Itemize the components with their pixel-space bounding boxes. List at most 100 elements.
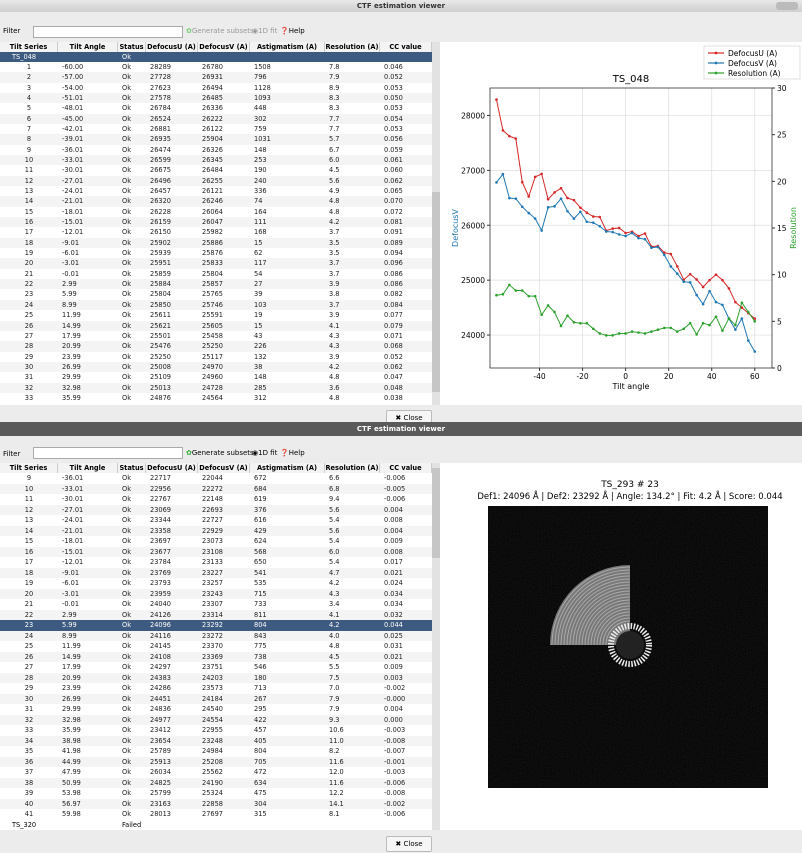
point: [586, 220, 589, 223]
point: [650, 330, 653, 333]
point: [553, 205, 556, 208]
point: [644, 332, 647, 335]
legend-marker: [715, 62, 718, 65]
point: [553, 311, 556, 314]
point: [605, 334, 608, 337]
point: [502, 173, 505, 176]
plot-frame: [490, 88, 772, 368]
point: [715, 315, 718, 318]
point: [515, 137, 518, 140]
point: [695, 278, 698, 281]
point: [741, 301, 744, 304]
x-tick-label: 60: [750, 372, 760, 381]
y-tick-label: 24000: [461, 331, 485, 340]
point: [521, 181, 524, 184]
chart-title: TS_048: [612, 74, 650, 85]
y-tick-label: 28000: [461, 111, 485, 120]
point: [515, 289, 518, 292]
point: [566, 210, 569, 213]
point: [592, 215, 595, 218]
y-tick-label: 27000: [461, 166, 485, 175]
y2-tick-label: 20: [777, 177, 787, 186]
point: [592, 221, 595, 224]
point: [527, 212, 530, 215]
point: [689, 273, 692, 276]
point: [553, 191, 556, 194]
point: [508, 135, 511, 138]
point: [534, 217, 537, 220]
point: [753, 350, 756, 353]
y-tick-label: 26000: [461, 221, 485, 230]
point: [573, 217, 576, 220]
point: [611, 334, 614, 337]
x-tick-label: 20: [664, 372, 674, 381]
legend-marker: [715, 52, 718, 55]
y2-tick-label: 0: [777, 364, 782, 373]
point: [586, 211, 589, 214]
point: [508, 197, 511, 200]
x-tick-label: -40: [533, 372, 545, 381]
point: [670, 327, 673, 330]
point: [631, 232, 634, 235]
page: CTF estimation viewer Filter ✿Generate s…: [0, 0, 802, 853]
point: [657, 328, 660, 331]
point: [644, 232, 647, 235]
point: [611, 231, 614, 234]
point: [579, 210, 582, 213]
point: [624, 332, 627, 335]
point: [644, 238, 647, 241]
graphics: TS_293 # 23 Def1: 24096 Å | Def2: 23292 …: [0, 0, 802, 853]
point: [527, 295, 530, 298]
point: [753, 320, 756, 323]
y2-tick-label: 25: [777, 131, 787, 140]
point: [611, 227, 614, 230]
point: [728, 317, 731, 320]
x-tick-label: 0: [623, 372, 628, 381]
point: [695, 294, 698, 297]
point: [702, 322, 705, 325]
point: [560, 187, 563, 190]
point: [495, 98, 498, 101]
point: [721, 329, 724, 332]
point: [663, 254, 666, 257]
point: [747, 339, 750, 342]
point: [547, 198, 550, 201]
point: [637, 237, 640, 240]
point: [515, 197, 518, 200]
point: [566, 197, 569, 200]
y2-tick-label: 5: [777, 317, 782, 326]
power-spectrum: [488, 506, 768, 788]
point: [624, 232, 627, 235]
point: [637, 331, 640, 334]
point: [534, 295, 537, 298]
y2-tick-label: 10: [777, 271, 787, 280]
point: [502, 129, 505, 132]
legend-marker: [715, 72, 718, 75]
point: [573, 321, 576, 324]
point: [708, 290, 711, 293]
point: [721, 279, 724, 282]
point: [586, 322, 589, 325]
point: [695, 333, 698, 336]
point: [495, 181, 498, 184]
point: [734, 301, 737, 304]
point: [560, 197, 563, 200]
point: [618, 227, 621, 230]
point: [682, 328, 685, 331]
point: [592, 328, 595, 331]
point: [670, 253, 673, 256]
point: [676, 272, 679, 275]
point: [650, 246, 653, 249]
point: [540, 229, 543, 232]
point: [547, 206, 550, 209]
point: [702, 303, 705, 306]
point: [579, 322, 582, 325]
point: [618, 233, 621, 236]
x-axis-label: Tilt angle: [612, 382, 650, 391]
point: [618, 332, 621, 335]
point: [741, 317, 744, 320]
point: [715, 273, 718, 276]
image-caption: Def1: 24096 Å | Def2: 23292 Å | Angle: 1…: [477, 490, 782, 502]
point: [734, 328, 737, 331]
legend-label: Resolution (A): [728, 69, 781, 78]
